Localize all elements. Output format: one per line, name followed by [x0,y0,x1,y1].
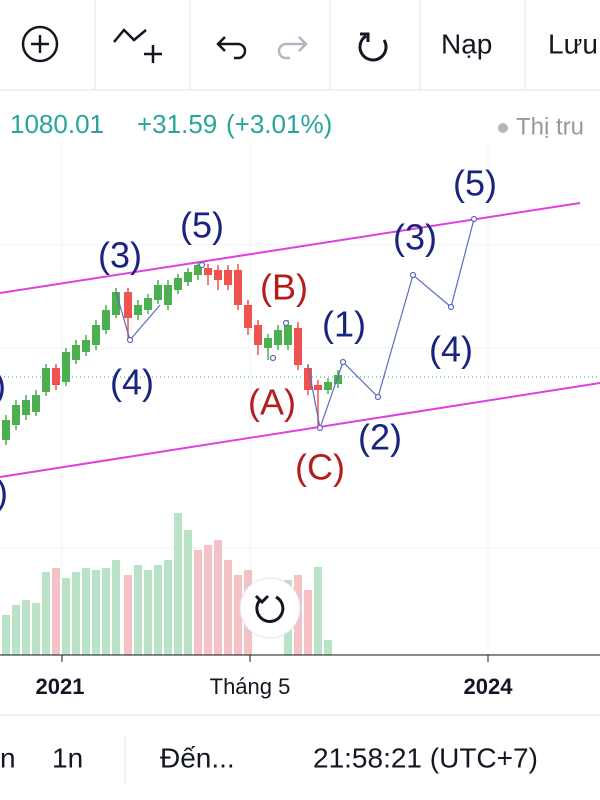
change: +31.59 [137,109,217,139]
save-button[interactable]: Lưu [548,28,598,59]
wave-label: (2) [358,417,402,458]
x-ticks [61,655,489,662]
reload-button[interactable] [239,577,301,639]
wave-label: ) [0,365,6,406]
load-button[interactable]: Nạp [441,28,492,59]
wave-label: ) [0,472,8,513]
status-dot [498,123,508,133]
x-axis-label: 2024 [464,674,514,699]
clock[interactable]: 21:58:21 (UTC+7) [313,742,538,773]
undo-button[interactable] [216,36,247,60]
channel-upper [0,202,581,294]
wave-label: (C) [295,447,345,488]
candles [2,262,342,445]
channel-lower [0,382,600,478]
wave-label: (4) [110,362,154,403]
price: 1080.01 [10,109,104,139]
wave-path [115,215,478,432]
reset-button[interactable] [358,32,388,62]
wave-label: (3) [393,217,437,258]
add-button[interactable] [21,25,59,63]
goto-button[interactable]: Đến... [160,742,235,773]
change-percent: (+3.01%) [226,109,332,139]
toolbar [0,0,600,91]
wave-label: (B) [260,267,308,308]
wave-label: (5) [180,205,224,246]
wave-label: (4) [429,329,473,370]
wave-label: (1) [322,304,366,345]
wave-label: (3) [98,235,142,276]
indicator-button[interactable] [113,28,162,63]
x-axis-label: Tháng 5 [210,674,291,699]
wave-label: (A) [248,382,296,423]
x-axis-label: 2021 [36,674,85,699]
market-status: Thị tru [516,113,584,140]
redo-button[interactable] [277,36,308,60]
interval-button[interactable]: 1n [52,742,83,773]
wave-label: (5) [453,163,497,204]
interval-button[interactable]: n [0,742,16,773]
